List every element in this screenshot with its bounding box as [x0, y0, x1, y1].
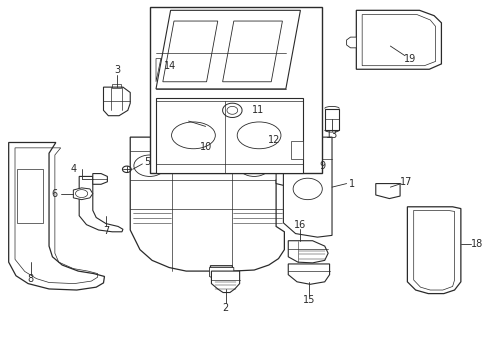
Text: 7: 7	[102, 226, 109, 236]
Polygon shape	[163, 21, 217, 82]
Text: 15: 15	[303, 296, 315, 305]
Text: 5: 5	[144, 157, 150, 167]
Polygon shape	[130, 137, 284, 271]
Polygon shape	[93, 174, 107, 184]
Polygon shape	[407, 207, 460, 294]
Polygon shape	[79, 176, 122, 232]
Polygon shape	[156, 98, 302, 173]
Polygon shape	[276, 152, 317, 187]
Polygon shape	[222, 21, 282, 82]
Text: 11: 11	[251, 105, 263, 115]
Polygon shape	[356, 10, 441, 69]
Text: 14: 14	[163, 61, 176, 71]
Polygon shape	[73, 188, 93, 200]
Polygon shape	[211, 271, 239, 293]
Polygon shape	[287, 241, 327, 263]
Polygon shape	[9, 143, 104, 290]
Text: 18: 18	[470, 239, 482, 249]
Text: 12: 12	[267, 135, 279, 145]
Polygon shape	[324, 109, 339, 130]
Text: 19: 19	[403, 54, 415, 64]
Text: 17: 17	[399, 177, 411, 187]
Polygon shape	[375, 184, 399, 199]
Polygon shape	[209, 267, 233, 282]
Text: 1: 1	[348, 179, 355, 189]
Polygon shape	[156, 10, 300, 89]
Bar	[149, 7, 322, 173]
Text: 9: 9	[319, 161, 325, 171]
Text: 6: 6	[52, 189, 58, 199]
Text: 3: 3	[114, 65, 120, 75]
Polygon shape	[346, 37, 356, 48]
Text: 8: 8	[27, 274, 34, 284]
Polygon shape	[283, 137, 331, 237]
Polygon shape	[290, 141, 302, 158]
Polygon shape	[103, 87, 130, 116]
Text: 13: 13	[325, 130, 338, 140]
Text: 2: 2	[222, 302, 228, 312]
Text: 16: 16	[294, 220, 306, 230]
Text: 4: 4	[70, 164, 76, 174]
Text: 10: 10	[199, 142, 211, 152]
Polygon shape	[287, 264, 329, 284]
